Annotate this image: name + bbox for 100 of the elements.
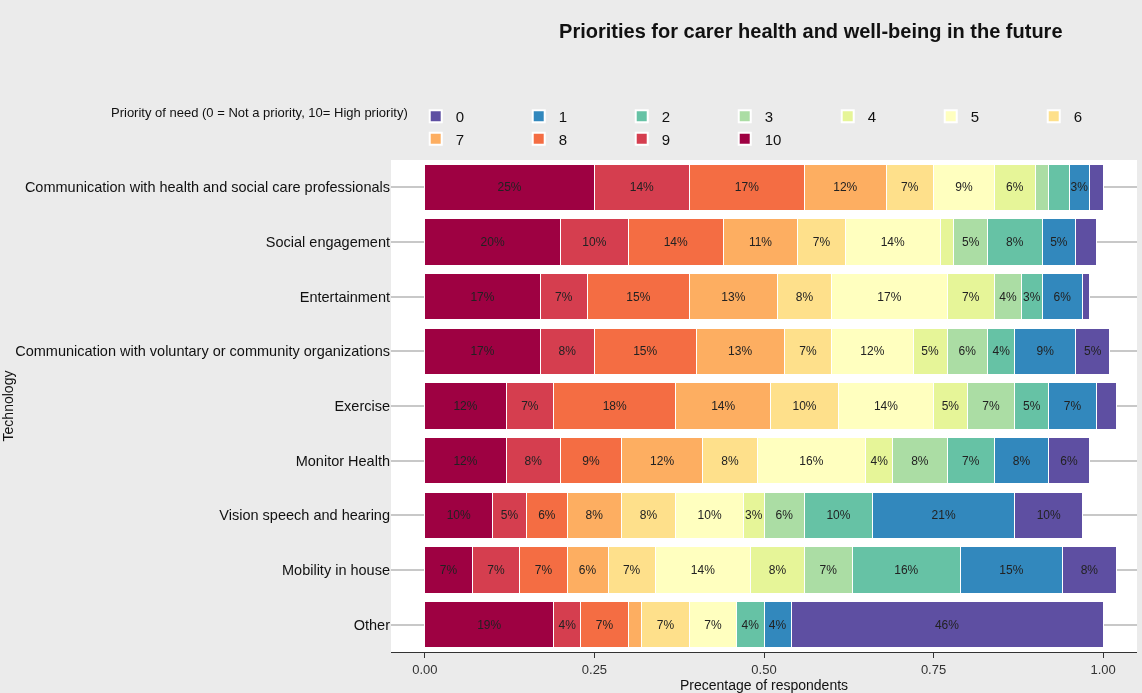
data-label: 3% (744, 508, 763, 523)
data-label: 14% (690, 563, 716, 577)
data-label: 5% (941, 399, 960, 413)
data-label: 7% (819, 563, 838, 577)
legend-label: 3 (764, 108, 774, 126)
legend-label: 1 (558, 108, 568, 126)
data-label: 10% (792, 399, 817, 413)
data-label: 11% (748, 235, 773, 249)
data-label: 5% (1023, 399, 1041, 413)
data-label: 8% (524, 453, 543, 468)
data-label: 8% (1006, 235, 1024, 249)
data-label: 7% (555, 289, 573, 304)
x-tick-label: 1.00 (1090, 661, 1116, 677)
data-label: 17% (877, 289, 902, 304)
legend-title: Priority of need (0 = Not a priority, 10= High priority) (111, 104, 408, 120)
data-label: 10% (826, 508, 851, 523)
y-axis-title: Technology (0, 370, 16, 442)
data-label: 7% (487, 563, 505, 577)
data-label: 7% (704, 617, 722, 632)
data-label: 13% (728, 344, 753, 359)
data-label: 7% (799, 344, 817, 359)
x-tick-label: 0.75 (920, 661, 947, 677)
data-label: 7% (900, 180, 919, 195)
data-label: 17% (470, 344, 495, 359)
data-label: 12% (833, 180, 858, 195)
data-label: 14% (880, 235, 906, 249)
data-label: 15% (633, 344, 658, 359)
data-label: 10% (446, 508, 471, 523)
data-label: 8% (795, 289, 814, 304)
data-label: 6% (578, 563, 597, 577)
data-label: 7% (962, 289, 980, 304)
data-label: 4% (741, 617, 760, 632)
data-label: 6% (1006, 180, 1024, 195)
data-label: 5% (921, 344, 939, 359)
legend-label: 4 (867, 108, 877, 126)
y-tick-label: Communication with voluntary or community organizations (15, 343, 390, 360)
legend-label: 5 (970, 108, 980, 126)
y-tick-label: Communication with health and social care professionals (24, 179, 390, 196)
data-label: 7% (439, 563, 458, 577)
data-label: 16% (894, 563, 919, 577)
x-tick-label: 0.00 (412, 661, 438, 677)
data-label: 14% (629, 180, 655, 195)
data-label: 8% (558, 344, 577, 359)
data-label: 17% (470, 289, 495, 304)
data-label: 4% (768, 617, 787, 632)
data-label: 15% (999, 563, 1024, 577)
data-label: 8% (1080, 563, 1099, 577)
y-tick-label: Monitor Health (295, 452, 390, 469)
data-label: 4% (999, 289, 1017, 304)
data-label: 7% (982, 399, 1001, 413)
data-label: 6% (538, 508, 556, 523)
data-label: 8% (721, 453, 739, 468)
data-label: 6% (1060, 453, 1079, 468)
data-label: 19% (477, 617, 502, 632)
data-label: 5% (500, 508, 519, 523)
data-label: 14% (711, 399, 736, 413)
data-label: 46% (934, 617, 960, 632)
data-label: 14% (663, 235, 689, 249)
data-label: 8% (639, 508, 658, 523)
data-label: 9% (955, 180, 973, 195)
data-label: 25% (497, 180, 522, 195)
data-label: 13% (721, 289, 746, 304)
data-label: 3% (1070, 180, 1089, 195)
data-label: 4% (870, 453, 889, 468)
x-axis-title: Precentage of respondents (679, 676, 849, 693)
data-label: 16% (799, 453, 824, 468)
data-label: 7% (622, 563, 641, 577)
legend-label: 10 (764, 130, 782, 148)
data-label: 5% (962, 235, 980, 249)
data-label: 20% (480, 235, 505, 249)
data-label: 8% (768, 563, 787, 577)
legend-label: 7 (455, 130, 465, 148)
legend-label: 6 (1073, 108, 1083, 126)
data-label: 18% (602, 399, 627, 413)
data-label: 8% (585, 508, 604, 523)
y-tick-label: Entertainment (299, 288, 390, 305)
chart-title: Priorities for carer health and well-being in the future (559, 20, 1063, 43)
data-label: 9% (1036, 344, 1055, 359)
y-tick-label: Other (353, 616, 391, 633)
data-label: 21% (931, 508, 956, 523)
legend-label: 8 (558, 130, 568, 148)
data-label: 6% (775, 508, 794, 523)
data-label: 10% (1036, 508, 1062, 523)
data-label: 4% (558, 617, 577, 632)
data-label: 12% (860, 344, 885, 359)
data-label: 15% (626, 289, 651, 304)
y-tick-label: Vision speech and hearing (219, 507, 390, 524)
data-label: 17% (734, 180, 760, 195)
data-label: 4% (992, 344, 1011, 359)
data-label: 6% (1053, 289, 1072, 304)
data-label: 7% (962, 453, 980, 468)
data-label: 7% (656, 617, 675, 632)
data-label: 9% (582, 453, 600, 468)
legend-label: 2 (661, 108, 671, 126)
y-tick-label: Exercise (334, 398, 390, 415)
data-label: 6% (958, 344, 977, 359)
data-label: 7% (812, 235, 831, 249)
data-label: 10% (582, 235, 607, 249)
data-label: 3% (1023, 289, 1041, 304)
data-label: 8% (911, 453, 929, 468)
